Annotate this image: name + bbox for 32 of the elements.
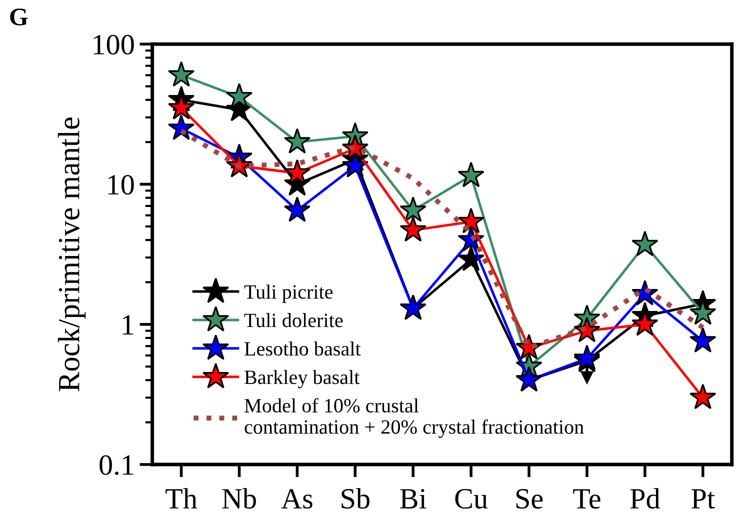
- point: [284, 196, 311, 222]
- point: [689, 327, 716, 353]
- y-tick-label: 10: [108, 174, 134, 195]
- x-tick-label: Te: [573, 489, 600, 509]
- y-tick-label: 100: [94, 34, 134, 55]
- text: G: [10, 8, 28, 26]
- x-tick-label: Sb: [342, 488, 370, 509]
- legend-label: Barkley basalt: [244, 370, 360, 388]
- x-tick-label: Nb: [222, 488, 256, 509]
- y-axis-title: Rock/primitive mantle: [58, 117, 86, 392]
- legend-label: Model of 10% crustal contamination + 20% crystal fractionation: [244, 398, 584, 438]
- point: [689, 384, 716, 410]
- x-tick-label: As: [281, 489, 312, 509]
- legend-label: Tuli picrite: [244, 284, 333, 303]
- point: [458, 208, 484, 234]
- x-tick-label: Pt: [692, 489, 715, 509]
- point: [458, 246, 484, 272]
- x-tick-label: Se: [516, 489, 543, 509]
- legend-label: Tuli dolerite: [244, 313, 343, 328]
- legend-label: Lesotho basalt: [244, 342, 361, 356]
- y-tick-label: 1: [122, 315, 134, 334]
- x-tick-label: Bi: [400, 489, 426, 508]
- point: [458, 162, 484, 188]
- x-tick-label: Th: [166, 488, 198, 508]
- point: [168, 61, 195, 87]
- point: [632, 230, 658, 256]
- point: [284, 128, 311, 154]
- x-tick-label: Cu: [455, 489, 488, 509]
- point: [400, 196, 426, 222]
- y-tick-label: 0.1: [100, 455, 134, 476]
- point: [400, 216, 426, 242]
- x-tick-label: Pd: [630, 488, 660, 509]
